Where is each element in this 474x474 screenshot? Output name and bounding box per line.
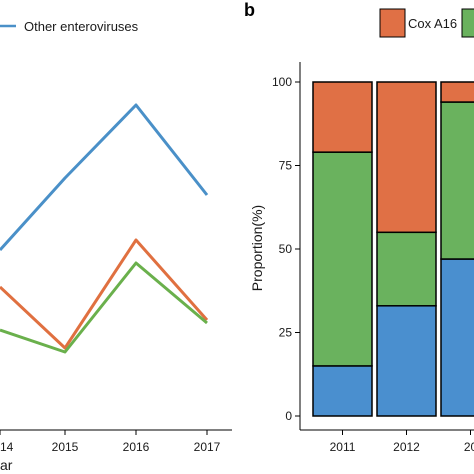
x-tick-label-b-1: 2012	[393, 440, 420, 454]
legend-label-other-enteroviruses: Other enteroviruses	[24, 19, 139, 34]
bar-2013-segment-0	[440, 258, 474, 417]
x-tick-label-2015: 2015	[52, 440, 79, 454]
x-tick-label-2016: 2016	[123, 440, 150, 454]
y-tick-label-75: 75	[279, 159, 293, 173]
x-axis-ticks: 2014 2015 2016 2017	[0, 430, 221, 454]
y-tick-label-0: 0	[285, 409, 292, 423]
bar-2011-segment-0	[312, 365, 373, 417]
x-tick-label-b-0: 2011	[330, 440, 356, 454]
x-tick-label-2017: 2017	[194, 440, 221, 454]
line-series-1	[0, 238, 209, 350]
bar-2013-segment-1	[440, 101, 474, 260]
panel-label-b: b	[244, 0, 255, 20]
line-series-0	[0, 103, 209, 252]
panel-a-line-chart: Other enteroviruses 2014 2015 2016 2017 ar	[0, 19, 232, 473]
bar-2011-segment-1	[312, 151, 373, 367]
stacked-bars	[312, 81, 474, 417]
y-tick-label-50: 50	[279, 242, 293, 256]
line-series-2	[0, 261, 208, 354]
legend-swatch-cox-a16	[379, 8, 406, 38]
y-tick-label-100: 100	[272, 75, 292, 89]
y-tick-label-25: 25	[279, 326, 293, 340]
y-axis-title: Proportion(%)	[249, 205, 265, 291]
x-axis-title: ar	[0, 457, 13, 473]
y-axis-ticks: 0 25 50 75 100	[272, 75, 300, 423]
line-series-group	[0, 103, 209, 354]
x-tick-label-b-2: 20	[464, 440, 474, 454]
bar-2012-segment-0	[376, 305, 437, 417]
legend-swatch-green-series	[461, 8, 474, 38]
bar-2011-segment-2	[312, 81, 373, 153]
x-axis-ticks-b: 2011 2012 20	[330, 430, 474, 454]
x-tick-label-2014: 2014	[0, 440, 14, 454]
legend-label-cox-a16: Cox A16	[408, 16, 457, 31]
bar-2012-segment-2	[376, 81, 437, 234]
bar-2012-segment-1	[376, 231, 437, 307]
bar-2013-segment-2	[440, 81, 474, 103]
